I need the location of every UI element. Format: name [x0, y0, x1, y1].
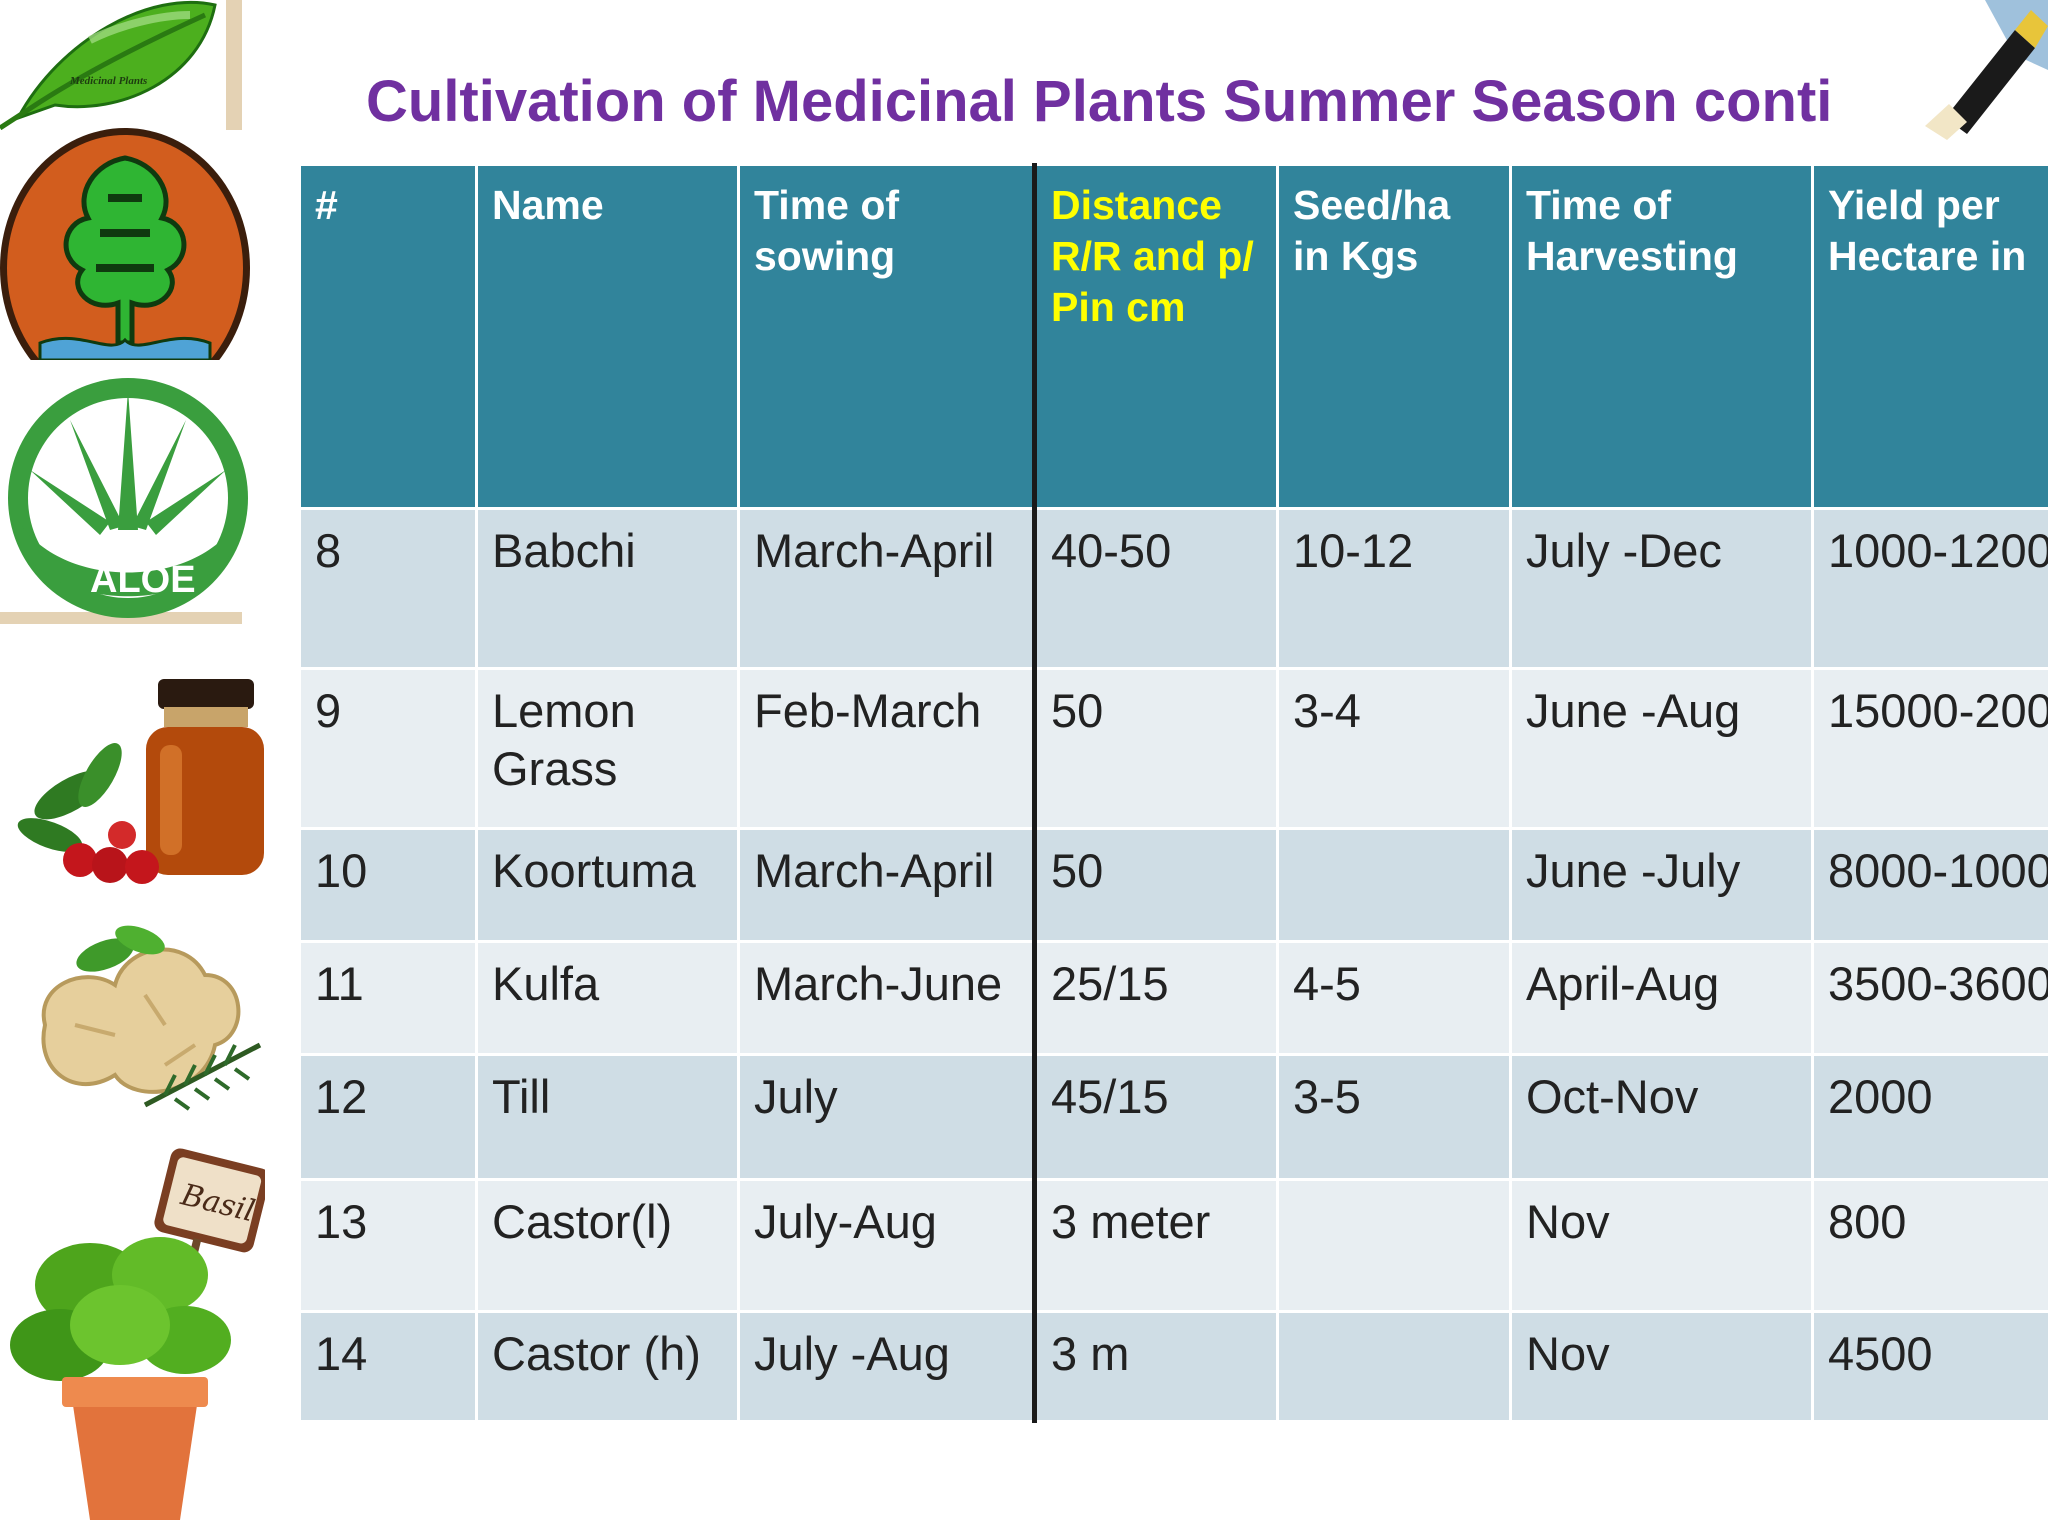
- cell-seed: 4-5: [1276, 940, 1512, 1056]
- cell-name: Till: [475, 1053, 740, 1181]
- leaf-logo-icon: Medicinal Plants: [0, 0, 242, 130]
- table-row: 14 Castor (h) July -Aug 3 m Nov 4500: [298, 1310, 2048, 1423]
- cell-harvesting: July -Dec: [1509, 507, 1814, 670]
- cell-distance: 45/15: [1032, 1053, 1279, 1181]
- herbal-bottle-icon: [17, 679, 264, 884]
- cell-name: Kulfa: [475, 940, 740, 1056]
- cell-harvesting: June -Aug: [1509, 667, 1814, 830]
- table-row: 10 Koortuma March-April 50 June -July 80…: [298, 827, 2048, 943]
- paint-brush-icon: [1925, 0, 2048, 140]
- header-seed-per-ha: Seed/ha in Kgs: [1276, 163, 1512, 510]
- cell-yield: 4500: [1811, 1310, 2048, 1423]
- cell-distance: 50: [1032, 667, 1279, 830]
- cell-sowing: March-April: [737, 507, 1036, 670]
- cell-seed: [1276, 827, 1512, 943]
- aloe-badge-label: ALOE: [90, 559, 196, 601]
- cell-seed: 10-12: [1276, 507, 1512, 670]
- cell-distance: 3 meter: [1032, 1178, 1279, 1313]
- cell-sowing: March-April: [737, 827, 1036, 943]
- table-row: 13 Castor(l) July-Aug 3 meter Nov 800: [298, 1178, 2048, 1313]
- table-container: # Name Time of sowing Distance R/R and p…: [298, 163, 2048, 1428]
- cell-distance: 3 m: [1032, 1310, 1279, 1423]
- cell-seed: 3-4: [1276, 667, 1512, 830]
- cell-yield: 3500-3600: [1811, 940, 2048, 1056]
- ginger-root-icon: [41, 925, 262, 1111]
- cell-harvesting: Nov: [1509, 1178, 1814, 1313]
- table-row: 12 Till July 45/15 3-5 Oct-Nov 2000: [298, 1053, 2048, 1181]
- cell-yield: 1000-1200: [1811, 507, 2048, 670]
- cell-yield: 2000: [1811, 1053, 2048, 1181]
- cell-seed: [1276, 1310, 1512, 1423]
- cell-distance: 50: [1032, 827, 1279, 943]
- table-header-row: # Name Time of sowing Distance R/R and p…: [298, 163, 2048, 510]
- cell-number: 12: [298, 1053, 478, 1181]
- cell-yield: 15000-200: [1811, 667, 2048, 830]
- cell-name: Castor (h): [475, 1310, 740, 1423]
- header-time-of-sowing: Time of sowing: [737, 163, 1036, 510]
- aloe-badge-icon: ALOE: [0, 378, 248, 624]
- cell-sowing: July -Aug: [737, 1310, 1036, 1423]
- slide-title: Cultivation of Medicinal Plants Summer S…: [366, 69, 1833, 134]
- header-number: #: [298, 163, 478, 510]
- cell-distance: 40-50: [1032, 507, 1279, 670]
- decorative-sidebar: Medicinal Plants ALOE: [0, 0, 290, 1536]
- cell-distance: 25/15: [1032, 940, 1279, 1056]
- cell-name: Babchi: [475, 507, 740, 670]
- header-name: Name: [475, 163, 740, 510]
- cell-sowing: Feb-March: [737, 667, 1036, 830]
- table-row: 8 Babchi March-April 40-50 10-12 July -D…: [298, 507, 2048, 670]
- cell-harvesting: June -July: [1509, 827, 1814, 943]
- cell-number: 9: [298, 667, 478, 830]
- cell-name: Koortuma: [475, 827, 740, 943]
- cell-name: Lemon Grass: [475, 667, 740, 830]
- cell-number: 10: [298, 827, 478, 943]
- cell-sowing: March-June: [737, 940, 1036, 1056]
- basil-pot-icon: Basil: [10, 1148, 265, 1520]
- table-row: 9 Lemon Grass Feb-March 50 3-4 June -Aug…: [298, 667, 2048, 830]
- cell-seed: [1276, 1178, 1512, 1313]
- tree-emblem-icon: [0, 128, 250, 360]
- header-yield: Yield per Hectare in: [1811, 163, 2048, 510]
- header-distance: Distance R/R and p/ Pin cm: [1032, 163, 1279, 510]
- cell-number: 14: [298, 1310, 478, 1423]
- cell-seed: 3-5: [1276, 1053, 1512, 1181]
- cell-number: 13: [298, 1178, 478, 1313]
- cell-yield: 800: [1811, 1178, 2048, 1313]
- cell-yield: 8000-1000: [1811, 827, 2048, 943]
- cell-number: 8: [298, 507, 478, 670]
- cell-harvesting: Oct-Nov: [1509, 1053, 1814, 1181]
- table-row: 11 Kulfa March-June 25/15 4-5 April-Aug …: [298, 940, 2048, 1056]
- cultivation-table: # Name Time of sowing Distance R/R and p…: [298, 163, 2048, 1423]
- cell-harvesting: April-Aug: [1509, 940, 1814, 1056]
- cell-name: Castor(l): [475, 1178, 740, 1313]
- logo-caption: Medicinal Plants: [69, 75, 147, 87]
- cell-sowing: July: [737, 1053, 1036, 1181]
- cell-number: 11: [298, 940, 478, 1056]
- cell-harvesting: Nov: [1509, 1310, 1814, 1423]
- header-time-of-harvesting: Time of Harvesting: [1509, 163, 1814, 510]
- cell-sowing: July-Aug: [737, 1178, 1036, 1313]
